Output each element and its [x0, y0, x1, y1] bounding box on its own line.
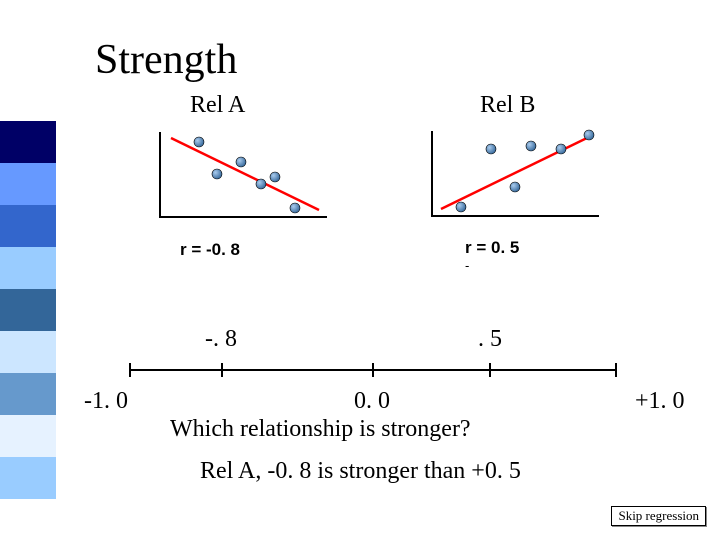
- sidebar-band: [0, 247, 56, 289]
- data-point: [212, 169, 222, 179]
- data-point: [456, 202, 466, 212]
- sidebar-band: [0, 205, 56, 247]
- numline-tick-b-label: . 5: [478, 326, 502, 353]
- numline-right-label: +1. 0: [635, 388, 685, 415]
- numline-left-label: -1. 0: [84, 388, 128, 415]
- chart-b-r-value: r = 0. 5: [465, 238, 519, 258]
- data-point: [236, 157, 246, 167]
- numline-tick-a-label: -. 8: [205, 326, 237, 353]
- data-point: [290, 203, 300, 213]
- sidebar-band: [0, 415, 56, 457]
- fit-line: [171, 138, 319, 210]
- chart-b-plot: [431, 131, 599, 217]
- data-point: [510, 182, 520, 192]
- chart-b-dash: -: [465, 258, 469, 273]
- sidebar-band: [0, 163, 56, 205]
- chart-b-subtitle: Rel B: [480, 92, 535, 119]
- data-point: [526, 141, 536, 151]
- slide-title: Strength: [95, 36, 237, 84]
- sidebar-band: [0, 331, 56, 373]
- data-point: [584, 130, 594, 140]
- fit-line: [441, 137, 589, 209]
- data-point: [194, 137, 204, 147]
- data-point: [256, 179, 266, 189]
- sidebar-band: [0, 499, 56, 540]
- chart-a-r-value: r = -0. 8: [180, 240, 240, 260]
- numline-center-label: 0. 0: [354, 388, 390, 415]
- data-point: [270, 172, 280, 182]
- sidebar-band: [0, 0, 56, 121]
- chart-a-subtitle: Rel A: [190, 92, 245, 119]
- chart-a-plot: [159, 132, 327, 218]
- data-point: [486, 144, 496, 154]
- data-point: [556, 144, 566, 154]
- question-text: Which relationship is stronger?: [170, 416, 471, 443]
- sidebar-color-bands: [0, 0, 56, 540]
- sidebar-band: [0, 289, 56, 331]
- sidebar-band: [0, 457, 56, 499]
- sidebar-band: [0, 121, 56, 163]
- sidebar-band: [0, 373, 56, 415]
- answer-text: Rel A, -0. 8 is stronger than +0. 5: [200, 458, 521, 485]
- skip-regression-button[interactable]: Skip regression: [611, 506, 706, 526]
